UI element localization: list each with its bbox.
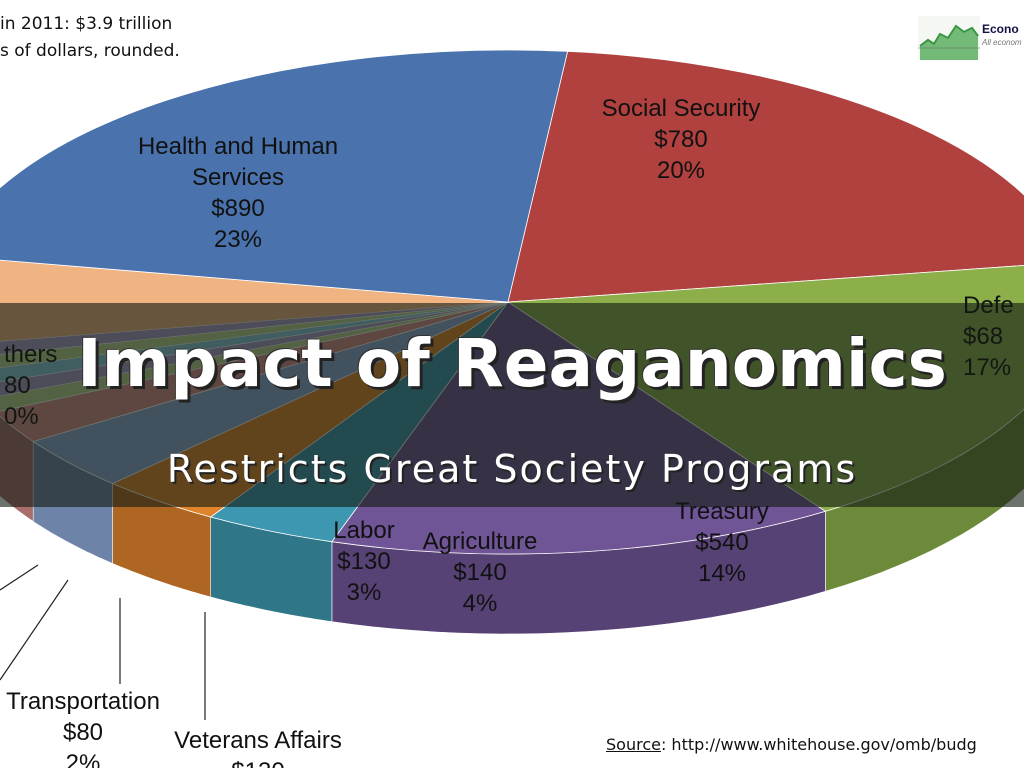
logo-subtext: All econom <box>982 38 1022 47</box>
slice-label-name: Transportation <box>6 688 160 715</box>
pie-slice-social-security <box>507 50 1024 303</box>
slide-subtitle: Restricts Great Society Programs <box>166 447 858 491</box>
slice-label-name: Services <box>192 164 284 191</box>
slice-label-value: $540 <box>695 529 748 556</box>
title-banner <box>0 303 1024 507</box>
slice-label-value: $780 <box>654 126 707 153</box>
leader-line <box>0 564 39 591</box>
chart-title: in 2011: $3.9 trillion <box>0 14 173 34</box>
source-note: Source: http://www.whitehouse.gov/omb/bu… <box>606 735 977 754</box>
slice-label-percent: 14% <box>698 560 746 587</box>
slice-label-percent: 3% <box>347 579 382 606</box>
slice-label-value: $130 <box>231 758 284 768</box>
slide-title: Impact of Reaganomics <box>77 325 947 402</box>
slice-label-percent: 23% <box>214 226 262 253</box>
slice-label-percent: 20% <box>657 157 705 184</box>
logo-text: Econo <box>982 22 1019 36</box>
leader-line <box>0 579 69 681</box>
chart-subtitle: s of dollars, rounded. <box>0 41 180 61</box>
slice-label-value: $130 <box>337 548 390 575</box>
slice-label-value: $890 <box>211 195 264 222</box>
slice-label-value: $80 <box>63 719 103 746</box>
pie-slice-health-and-human-services <box>0 49 569 303</box>
slice-label-percent: 2% <box>66 750 101 768</box>
slice-label-name: Health and Human <box>138 133 338 160</box>
slice-label-name: Agriculture <box>423 528 538 555</box>
logo-graph-icon <box>918 16 980 60</box>
slice-label-name: Social Security <box>602 95 761 122</box>
economics-logo: Econo All econom <box>918 16 1024 60</box>
source-url: : http://www.whitehouse.gov/omb/budg <box>660 735 977 754</box>
source-label: Source <box>606 735 661 754</box>
slice-label-percent: 4% <box>463 590 498 617</box>
slice-label-name: Labor <box>333 517 394 544</box>
slice-label-value: $140 <box>453 559 506 586</box>
slice-label-name: Veterans Affairs <box>174 727 342 754</box>
